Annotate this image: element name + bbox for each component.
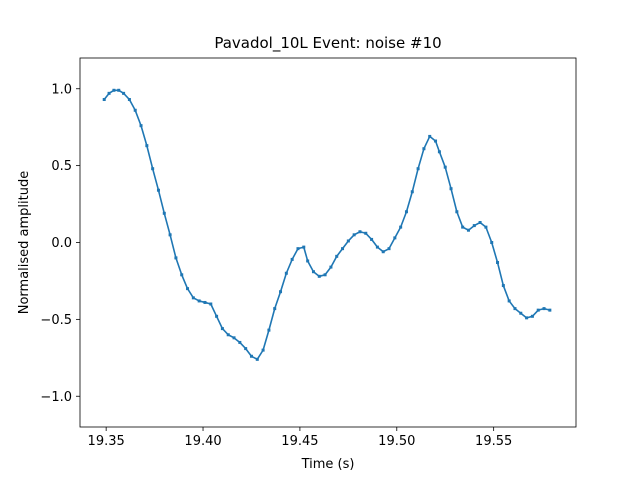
data-point <box>127 98 131 102</box>
data-point <box>416 167 420 171</box>
data-point <box>107 91 111 95</box>
data-point <box>273 307 277 311</box>
data-point <box>139 124 143 128</box>
data-point <box>306 259 310 263</box>
data-point <box>449 187 453 191</box>
data-point <box>375 245 379 249</box>
chart-title: Pavadol_10L Event: noise #10 <box>214 34 441 53</box>
data-point <box>145 144 149 148</box>
x-tick-label: 19.35 <box>88 434 125 449</box>
data-point <box>226 333 230 337</box>
data-point <box>364 231 368 235</box>
data-point <box>542 307 546 311</box>
data-point <box>428 134 432 138</box>
data-point <box>151 167 155 171</box>
data-point <box>461 225 465 229</box>
x-tick-label: 19.55 <box>475 434 512 449</box>
x-tick-label: 19.50 <box>378 434 415 449</box>
data-point <box>203 300 207 304</box>
data-point <box>530 314 534 318</box>
data-point <box>387 247 391 251</box>
data-point <box>168 233 172 237</box>
data-point <box>484 225 488 229</box>
data-point <box>162 211 166 215</box>
data-point <box>478 221 482 225</box>
data-point <box>215 314 219 318</box>
data-point <box>410 190 414 194</box>
y-axis-label: Normalised amplitude <box>17 171 32 315</box>
data-point <box>507 299 511 303</box>
data-point <box>519 311 523 315</box>
data-point <box>404 210 408 214</box>
data-point <box>156 188 160 192</box>
data-point <box>102 98 106 102</box>
data-point <box>209 302 213 306</box>
data-point <box>311 270 315 274</box>
data-point <box>284 271 288 275</box>
data-point <box>174 256 178 260</box>
data-point <box>399 225 403 229</box>
data-point <box>501 284 505 288</box>
data-point <box>352 233 356 237</box>
y-tick-label: −1.0 <box>40 390 72 405</box>
data-point <box>513 307 517 311</box>
data-point <box>249 354 253 358</box>
data-point <box>358 230 362 234</box>
data-point <box>220 327 224 331</box>
data-point <box>255 357 259 361</box>
data-point <box>393 236 397 240</box>
data-point <box>317 274 321 278</box>
data-point <box>466 228 470 232</box>
data-point <box>323 273 327 277</box>
data-point <box>548 308 552 312</box>
data-point <box>335 254 339 258</box>
data-point <box>490 241 494 244</box>
data-point <box>472 224 476 228</box>
data-point <box>186 287 190 291</box>
data-point <box>346 239 350 243</box>
data-point <box>117 88 121 92</box>
series-layer <box>102 88 552 361</box>
data-point <box>422 147 426 151</box>
data-point <box>370 237 374 241</box>
data-point <box>261 348 265 352</box>
x-tick-label: 19.40 <box>184 434 221 449</box>
data-point <box>437 150 441 154</box>
data-point <box>381 250 385 254</box>
data-point <box>496 260 500 264</box>
y-axis: 1.0 0.5 0.0 −0.5 −1.0 <box>40 82 80 405</box>
data-point <box>112 88 116 92</box>
data-point <box>341 247 345 251</box>
data-point <box>267 328 271 332</box>
data-point <box>180 273 184 277</box>
data-point <box>244 347 248 351</box>
data-point <box>191 296 195 300</box>
data-point <box>197 299 201 303</box>
data-point <box>290 257 294 261</box>
data-point <box>238 340 242 344</box>
plot-area <box>80 58 576 427</box>
data-point <box>122 91 126 95</box>
data-point <box>296 247 300 251</box>
y-tick-label: 0.0 <box>51 236 72 251</box>
data-point <box>443 165 447 169</box>
x-axis-label: Time (s) <box>301 457 355 472</box>
data-point <box>133 108 137 112</box>
data-point <box>329 265 333 269</box>
data-point <box>232 336 236 340</box>
data-point <box>536 308 540 312</box>
y-tick-label: 0.5 <box>51 159 72 174</box>
data-point <box>302 245 306 249</box>
data-point <box>434 139 438 143</box>
x-tick-label: 19.45 <box>281 434 318 449</box>
y-tick-label: −0.5 <box>40 313 72 328</box>
y-tick-label: 1.0 <box>51 82 72 97</box>
data-point <box>525 316 529 320</box>
x-axis: 19.35 19.40 19.45 19.50 19.55 <box>88 427 512 449</box>
data-point <box>279 290 283 294</box>
data-point <box>455 210 459 214</box>
